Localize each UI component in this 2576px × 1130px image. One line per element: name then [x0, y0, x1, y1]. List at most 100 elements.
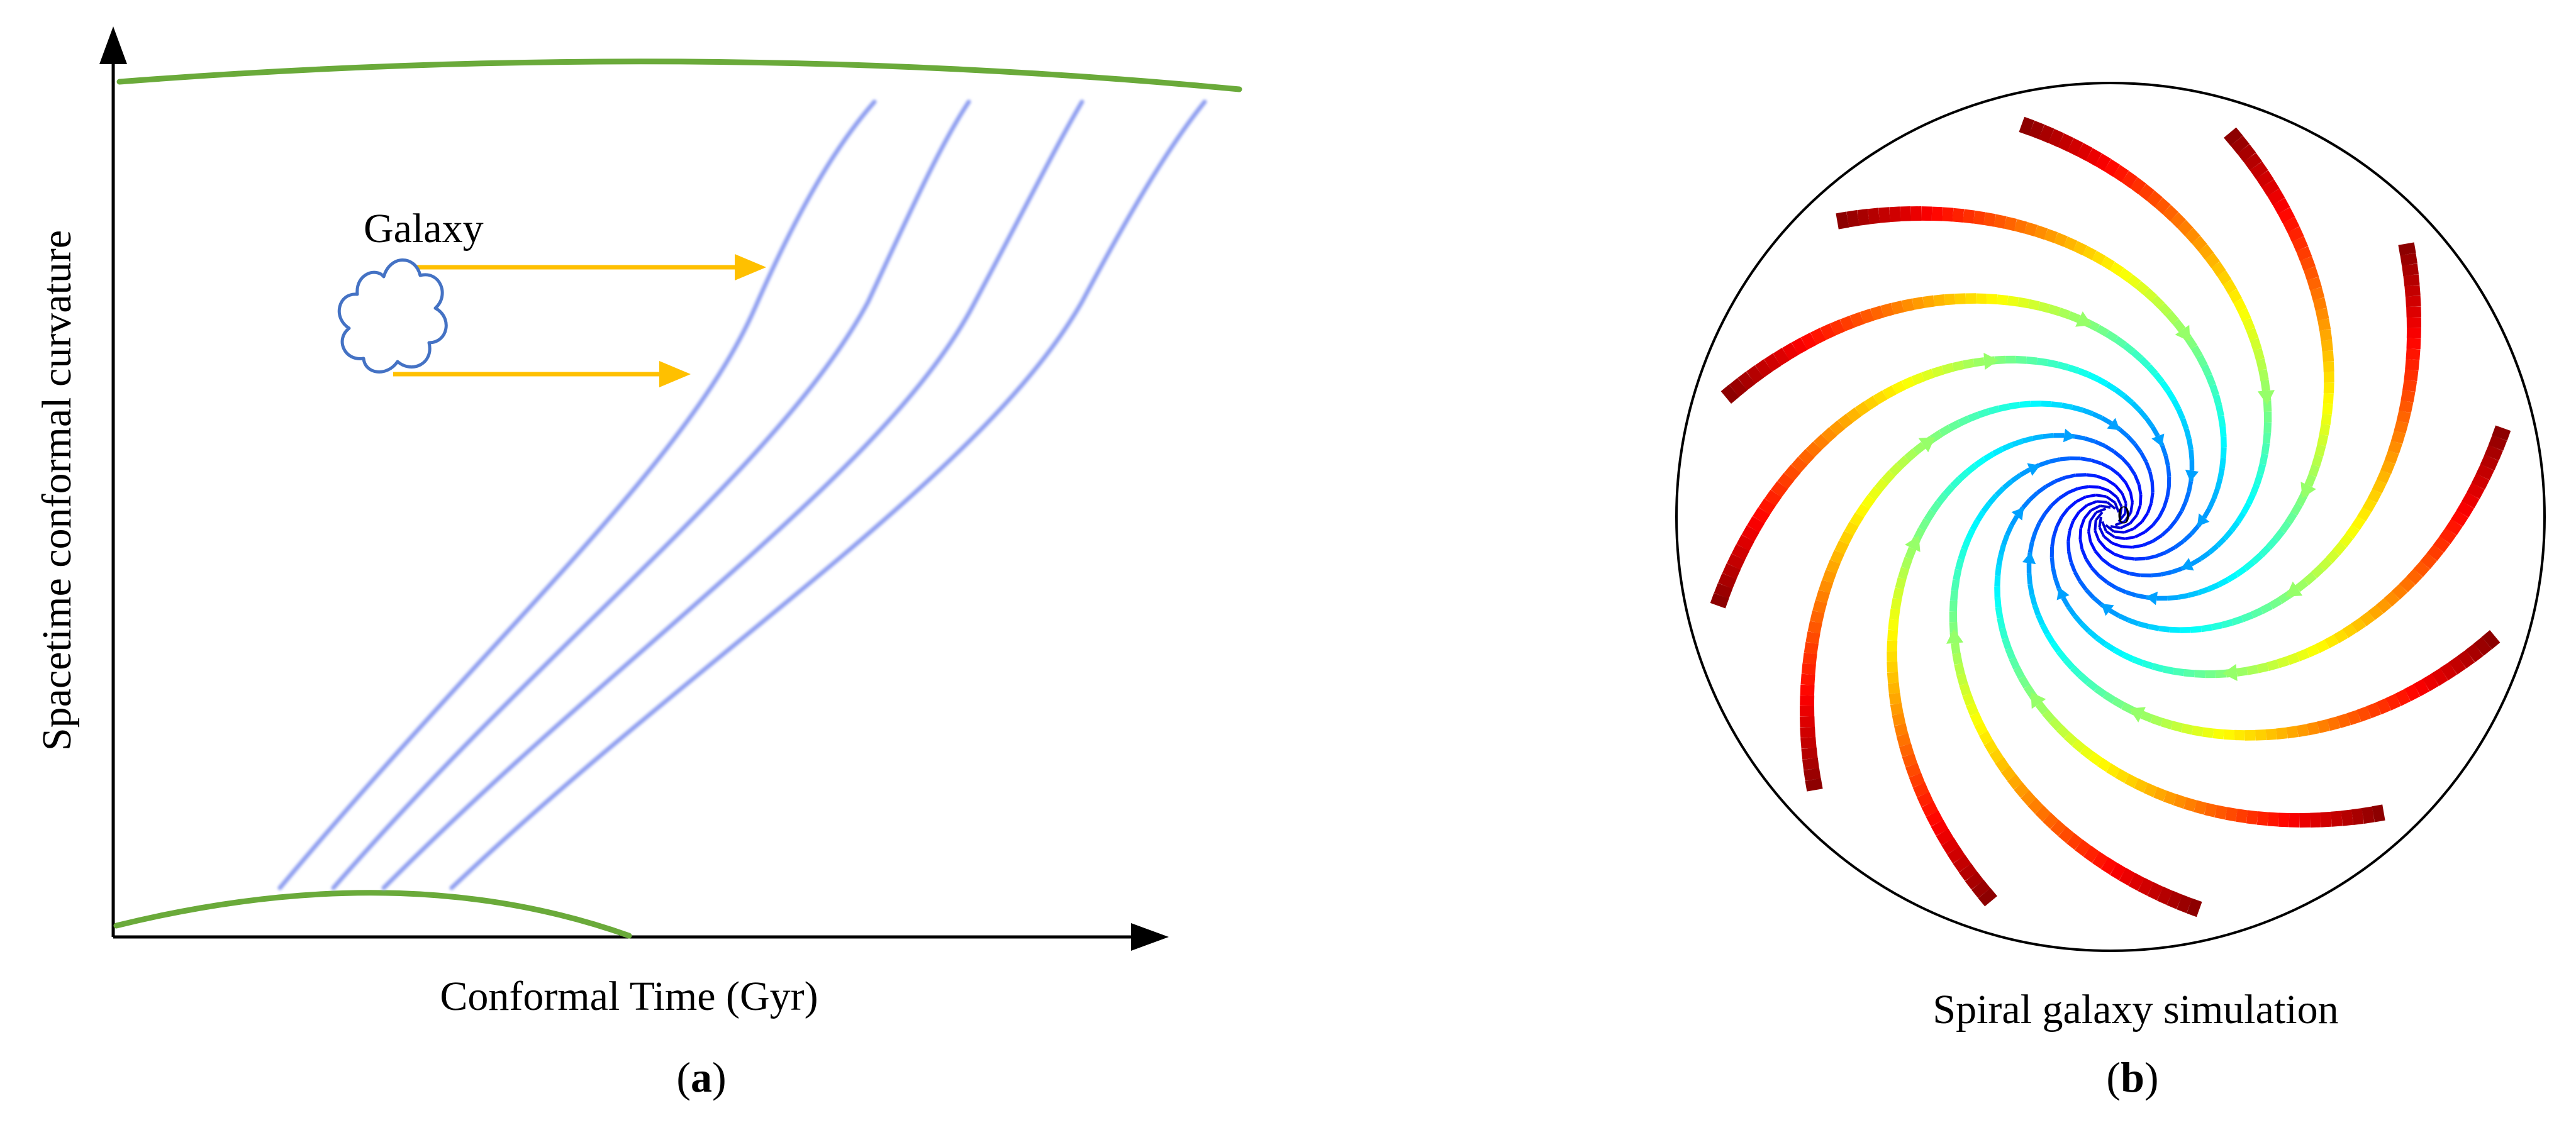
spiral-arm-segment — [1882, 385, 1897, 400]
spiral-arrowhead — [2285, 581, 2303, 597]
spiral-arm-segment — [2114, 530, 2124, 534]
spiral-arm-segment — [1802, 652, 1817, 665]
spiral-arm-segment — [2215, 536, 2227, 548]
spiral-arm-segment — [2177, 219, 2194, 236]
spiral-arm-segment — [2013, 666, 2025, 680]
spiral-arm-segment — [2090, 458, 2102, 465]
spiral-arm-segment — [2061, 402, 2073, 410]
spiral-arm-segment — [2307, 277, 2322, 291]
spiral-arm-segment — [2100, 462, 2112, 470]
spiral-arm-segment — [1844, 521, 1859, 536]
spiral-arm-segment — [2144, 461, 2152, 473]
spiral-arm-segment — [2101, 521, 2107, 532]
spiral-arm-segment — [2356, 706, 2372, 723]
spiral-arm-segment — [2135, 504, 2142, 516]
spiral-arm-segment — [2173, 540, 2185, 550]
spiral-arm-segment — [1949, 590, 1959, 602]
spiral-arm-segment — [2059, 456, 2071, 462]
spiral-arm-segment — [2029, 594, 2038, 606]
spiral-arm-segment — [1933, 294, 1945, 307]
spiral-arm-segment — [2186, 438, 2194, 450]
spiral-arm-segment — [2163, 790, 2177, 806]
spiral-arm-segment — [2052, 526, 2059, 537]
spiral-arm-segment — [2221, 619, 2233, 629]
spiral-arm-segment — [2001, 534, 2010, 546]
spiral-arm-segment — [2077, 672, 2090, 685]
spiral-arm-segment — [1880, 302, 1894, 318]
spiral-arm-segment — [1936, 492, 1948, 505]
spiral-arrowhead — [2022, 551, 2036, 565]
spiral-arm-segment — [2197, 586, 2210, 595]
spiral-arm-segment — [2260, 602, 2273, 614]
spiral-arm-segment — [2317, 318, 2331, 331]
spiral-arm-segment — [2079, 621, 2091, 633]
spiral-arm-segment — [2044, 228, 2058, 243]
spiral-arm-segment — [2141, 512, 2149, 523]
spiral-arm-segment — [2231, 616, 2244, 626]
spiral-arm-segment — [2384, 450, 2399, 465]
spiral-arm-segment — [1939, 424, 1952, 437]
spiral-arm-segment — [2250, 161, 2268, 179]
spiral-arm-segment — [2304, 474, 2317, 487]
spiral-arm-segment — [2214, 478, 2223, 490]
spiral-arm-segment — [2465, 643, 2484, 663]
spiral-arm-segment — [2220, 446, 2227, 458]
spiral-arm-segment — [2390, 430, 2406, 445]
spiral-arm-segment — [2097, 500, 2107, 504]
spiral-arm-segment — [2278, 812, 2290, 828]
spiral-arm-segment — [1978, 888, 1997, 907]
spiral-arrowhead — [2145, 591, 2158, 606]
spiral-arm-segment — [1896, 733, 1911, 747]
spiral-arm-segment — [2413, 679, 2430, 697]
spiral-arm-segment — [2100, 416, 2112, 426]
spiral-arm-segment — [2204, 802, 2217, 817]
spiral-arm-segment — [2406, 568, 2423, 585]
spiral-arm-segment — [2150, 714, 2163, 726]
caption-a-letter: a — [691, 1053, 712, 1101]
spiral-arm-segment — [1888, 682, 1900, 694]
spiral-arm-segment — [2122, 651, 2134, 662]
spiral-arm-segment — [2124, 503, 2127, 514]
spiral-arm-segment — [2351, 617, 2367, 633]
spiral-arm-segment — [2109, 262, 2124, 277]
spiral-arm-segment — [2043, 504, 2053, 515]
spiral-arm-segment — [1962, 358, 1975, 369]
spiral-arm-segment — [2192, 725, 2204, 737]
spiral-arm-segment — [1954, 663, 1965, 675]
y-axis-arrowhead — [99, 26, 127, 64]
spiral-arm-segment — [2105, 763, 2121, 778]
spiral-arm-segment — [2080, 457, 2092, 462]
spiral-arm-segment — [2120, 522, 2131, 529]
spiral-arm-segment — [2083, 845, 2100, 863]
spiral-arm-segment — [2457, 650, 2475, 669]
spiral-arm-segment — [2032, 434, 2044, 441]
spiral-arm-segment — [2032, 604, 2041, 616]
spiral-arm-segment — [2183, 490, 2191, 502]
spiral-arm-segment — [1926, 811, 1944, 827]
spiral-arm-segment — [2245, 493, 2256, 506]
spiral-arm-segment — [1839, 315, 1854, 332]
spiral-arm-segment — [2144, 554, 2156, 561]
spiral-arm-segment — [2333, 629, 2348, 644]
spiral-arm-segment — [1874, 478, 1888, 492]
spiral-arm-segment — [2260, 379, 2270, 392]
spiral-arm-segment — [1901, 298, 1914, 313]
spiral-arm-segment — [1849, 512, 1865, 527]
spiral-arm-segment — [2207, 544, 2219, 555]
spiral-arm-segment — [2070, 665, 2083, 678]
spiral-arm-segment — [2143, 287, 2158, 302]
spiral-arm-segment — [1764, 489, 1782, 506]
spiral-arm-segment — [1878, 207, 1890, 223]
spiral-arm-segment — [2101, 558, 2112, 567]
spiral-arm-segment — [1958, 548, 1968, 561]
spiral-arm-segment — [2187, 898, 2202, 917]
spiral-arm-segment — [1805, 441, 1822, 458]
spiral-arm-segment — [1800, 673, 1815, 685]
spiral-arm-segment — [1912, 782, 1929, 797]
spiral-arm-segment — [1943, 484, 1955, 497]
spiral-arm-segment — [2083, 509, 2092, 519]
spiral-arm-segment — [2131, 349, 2144, 362]
spiral-arm-segment — [2360, 611, 2375, 627]
spiral-arm-segment — [2133, 474, 2141, 485]
